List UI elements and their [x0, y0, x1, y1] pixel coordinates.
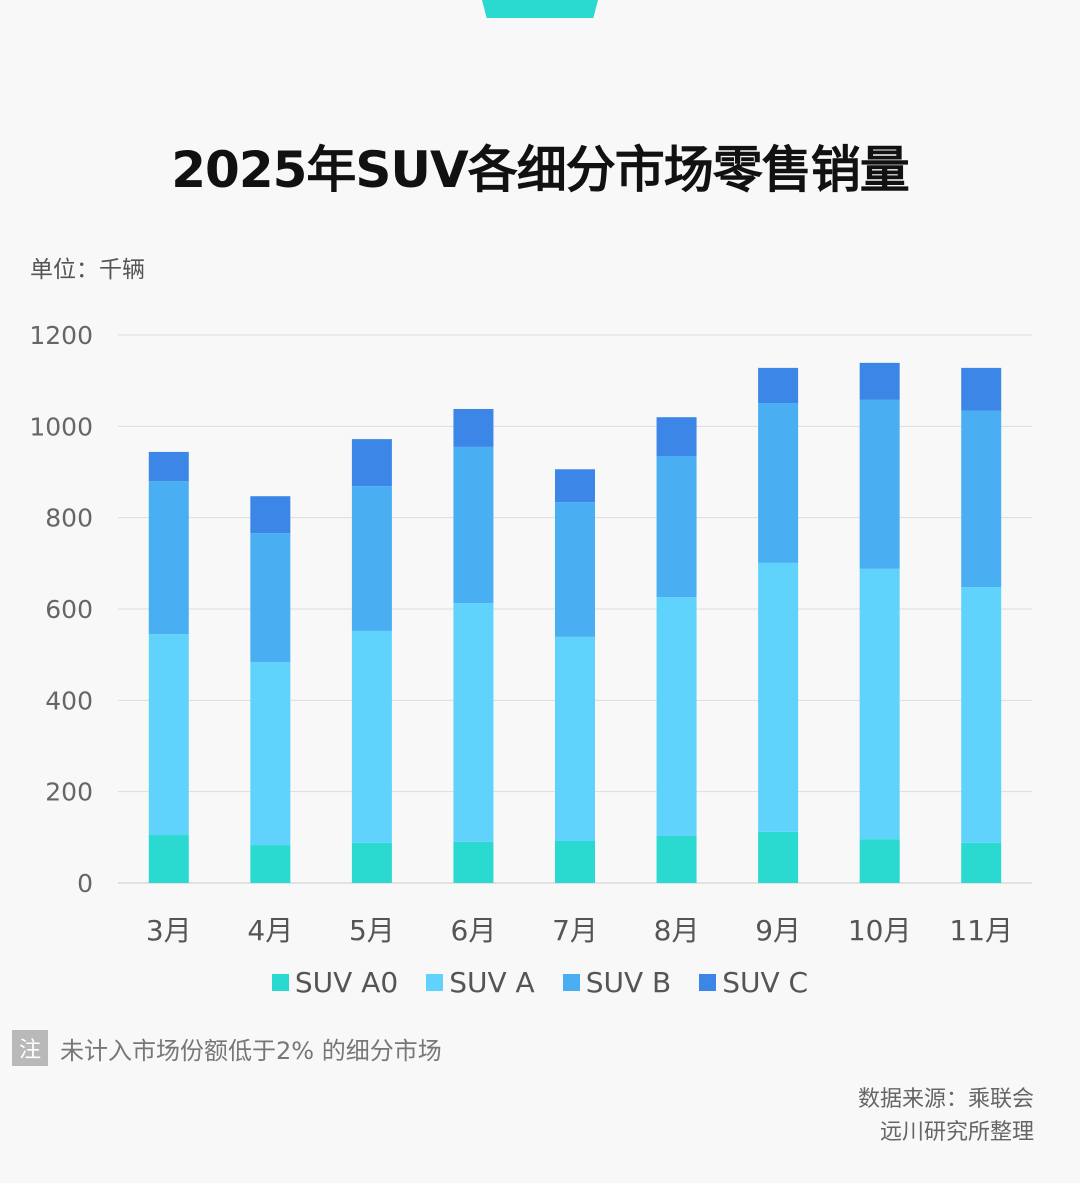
x-tick-label: 9月 — [755, 914, 801, 947]
bar-segment-suv-a0 — [656, 835, 697, 883]
x-tick-label: 10月 — [848, 914, 912, 947]
footnote: 注 未计入市场份额低于2% 的细分市场 — [12, 1030, 442, 1066]
bar-segment-suv-a — [453, 603, 494, 842]
legend-label: SUV B — [585, 966, 672, 999]
legend-swatch — [699, 974, 717, 991]
y-tick-label: 400 — [45, 686, 93, 715]
stacked-bar-chart: 0 200 400 600 800 1000 1200 3月 4月 5月 6月 7月 8月 9月 10月 11… — [29, 321, 1032, 947]
y-tick-label: 0 — [77, 869, 93, 898]
bar-segment-suv-a — [656, 597, 697, 836]
x-tick-label: 8月 — [654, 914, 700, 947]
legend-swatch — [426, 974, 444, 991]
bar-segment-suv-c — [656, 417, 697, 457]
chart-title: 2025年SUV各细分市场零售销量 — [171, 141, 909, 199]
top-accent-tab — [482, 0, 598, 18]
bar-segment-suv-c — [148, 451, 189, 482]
note-text: 未计入市场份额低于2% 的细分市场 — [60, 1036, 442, 1065]
bar-segment-suv-a0 — [555, 840, 595, 883]
bar-segment-suv-a0 — [250, 845, 291, 883]
bar-segment-suv-b — [351, 486, 392, 631]
bar-segment-suv-a — [961, 587, 1002, 843]
legend-swatch — [562, 974, 580, 991]
bar-segment-suv-a — [859, 568, 900, 840]
legend-label: SUV C — [722, 966, 809, 999]
legend-label: SUV A — [449, 966, 535, 999]
y-tick-label: 1200 — [29, 321, 93, 350]
bar-segment-suv-a — [758, 562, 799, 832]
x-tick-label: 7月 — [552, 914, 598, 947]
y-tick-label: 200 — [45, 778, 93, 807]
bar-segment-suv-a — [148, 634, 189, 836]
x-tick-label: 3月 — [146, 914, 192, 947]
x-tick-label: 6月 — [451, 914, 497, 947]
legend-item: SUV A0 — [271, 966, 399, 999]
x-tick-label: 4月 — [247, 914, 293, 947]
bar-segment-suv-c — [555, 469, 595, 503]
x-tick-label: 5月 — [349, 914, 395, 947]
legend-item: SUV B — [562, 966, 672, 999]
bar-segment-suv-a — [250, 661, 291, 846]
bar-segment-suv-a — [555, 636, 595, 841]
bar-segment-suv-c — [859, 362, 900, 400]
x-tick-label: 11月 — [949, 914, 1013, 947]
y-tick-label: 1000 — [29, 412, 93, 441]
bar-segment-suv-b — [148, 481, 189, 635]
source-line-1: 数据来源：乘联会 — [857, 1087, 1034, 1112]
bar-segment-suv-b — [656, 456, 697, 598]
bar-segment-suv-c — [453, 408, 494, 447]
bar-segment-suv-a — [351, 630, 392, 843]
bar-segment-suv-b — [758, 403, 799, 563]
unit-label: 单位：千辆 — [30, 257, 145, 283]
y-tick-label: 800 — [45, 504, 93, 533]
bar-segment-suv-a0 — [758, 831, 799, 883]
legend-label: SUV A0 — [294, 966, 399, 999]
legend: SUV A0 SUV A SUV B SUV C — [0, 966, 1080, 999]
bar-segment-suv-a0 — [148, 835, 189, 883]
legend-swatch — [271, 974, 289, 991]
bar-segment-suv-b — [961, 410, 1002, 588]
bar-segment-suv-c — [250, 496, 291, 534]
bar-segment-suv-a0 — [453, 841, 494, 883]
bar-segment-suv-c — [961, 367, 1002, 411]
bar-segment-suv-b — [859, 399, 900, 569]
bar-segment-suv-c — [351, 439, 392, 487]
legend-item: SUV C — [699, 966, 808, 999]
bar-segment-suv-a0 — [859, 839, 900, 883]
bar-segment-suv-a0 — [351, 842, 392, 883]
bar-segment-suv-b — [250, 533, 291, 662]
legend-item: SUV A — [426, 966, 535, 999]
bar-segment-suv-c — [758, 367, 799, 404]
bar-segment-suv-b — [555, 502, 595, 637]
bar-segment-suv-b — [453, 446, 494, 604]
y-tick-label: 600 — [45, 595, 93, 624]
source-line-2: 远川研究所整理 — [879, 1120, 1034, 1145]
source: 数据来源：乘联会 远川研究所整理 — [858, 1083, 1034, 1149]
bar-segment-suv-a0 — [961, 842, 1002, 883]
note-badge: 注 — [12, 1030, 48, 1066]
